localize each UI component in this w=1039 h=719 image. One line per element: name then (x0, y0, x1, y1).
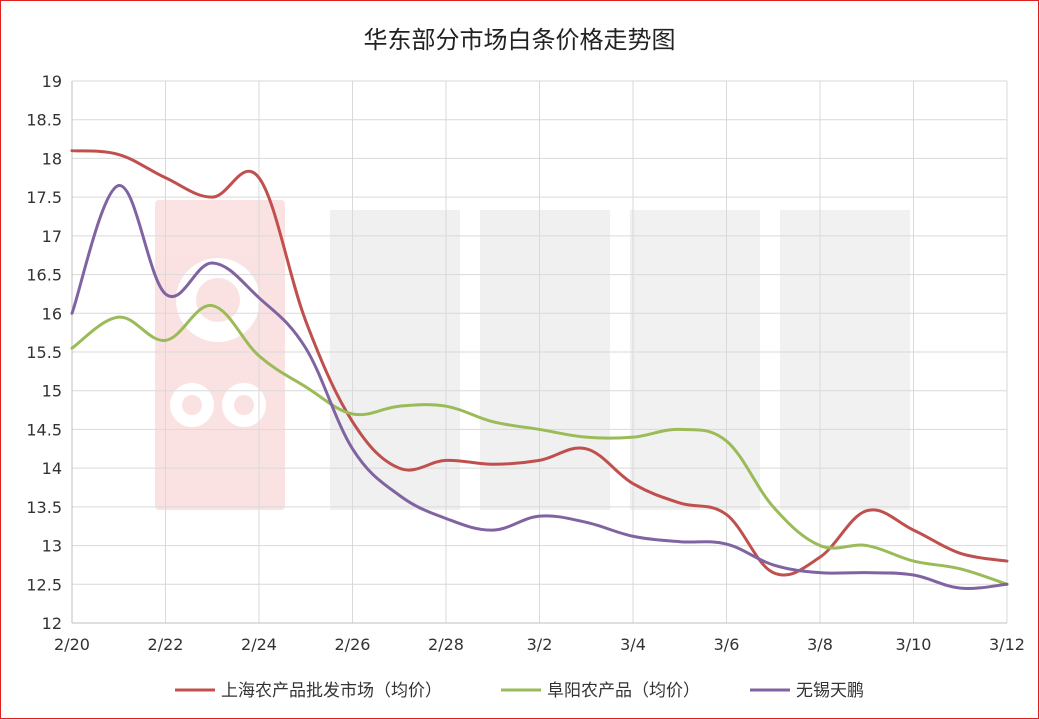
y-tick-labels: 12 12.5 13 13.5 14 14.5 15 15.5 16 16.5 17 17.5 18 18… (26, 72, 62, 633)
y-tick-label: 15 (42, 382, 62, 401)
series-line-0 (70, 149, 1009, 577)
y-tick-label: 18 (42, 149, 62, 168)
x-tick-label: 3/8 (807, 635, 833, 654)
x-tick-labels: 2/20 2/22 2/24 2/26 2/28 3/2 3/4 3/6 3/8 3/10 3/12 (54, 635, 1025, 654)
x-tick-label: 2/20 (54, 635, 90, 654)
y-tick-label: 13.5 (26, 498, 62, 517)
y-tick-label: 14.5 (26, 420, 62, 439)
y-tick-label: 16.5 (26, 266, 62, 285)
y-tick-label: 17.5 (26, 188, 62, 207)
y-tick-label: 12 (42, 614, 62, 633)
x-tick-label: 3/10 (896, 635, 932, 654)
legend-label-1: 阜阳农产品（均价） (547, 681, 700, 701)
y-tick-label: 14 (42, 459, 62, 478)
chart-title: 华东部分市场白条价格走势图 (363, 26, 676, 54)
y-tick-label: 19 (42, 72, 62, 91)
series-line-2 (70, 184, 1009, 590)
y-tick-label: 15.5 (26, 343, 62, 362)
watermark-logo (155, 200, 910, 510)
legend-label-0: 上海农产品批发市场（均价） (221, 681, 442, 701)
axes (71, 81, 1007, 624)
x-tick-label: 3/12 (989, 635, 1025, 654)
series-lines (70, 149, 1009, 590)
x-tick-label: 3/2 (527, 635, 553, 654)
y-tick-label: 18.5 (26, 111, 62, 130)
x-tick-label: 3/6 (714, 635, 740, 654)
x-tick-label: 2/24 (241, 635, 277, 654)
x-tick-label: 2/26 (335, 635, 371, 654)
y-tick-label: 12.5 (26, 575, 62, 594)
legend: 上海农产品批发市场（均价） 阜阳农产品（均价） 无锡天鹏 (175, 681, 864, 701)
y-tick-label: 16 (42, 304, 62, 323)
y-tick-label: 13 (42, 537, 62, 556)
y-tick-label: 17 (42, 227, 62, 246)
x-tick-label: 3/4 (620, 635, 646, 654)
x-tick-label: 2/22 (148, 635, 184, 654)
legend-label-2: 无锡天鹏 (796, 681, 864, 701)
series-line-1 (70, 304, 1009, 586)
grid-lines (71, 80, 1008, 624)
x-tick-label: 2/28 (428, 635, 464, 654)
